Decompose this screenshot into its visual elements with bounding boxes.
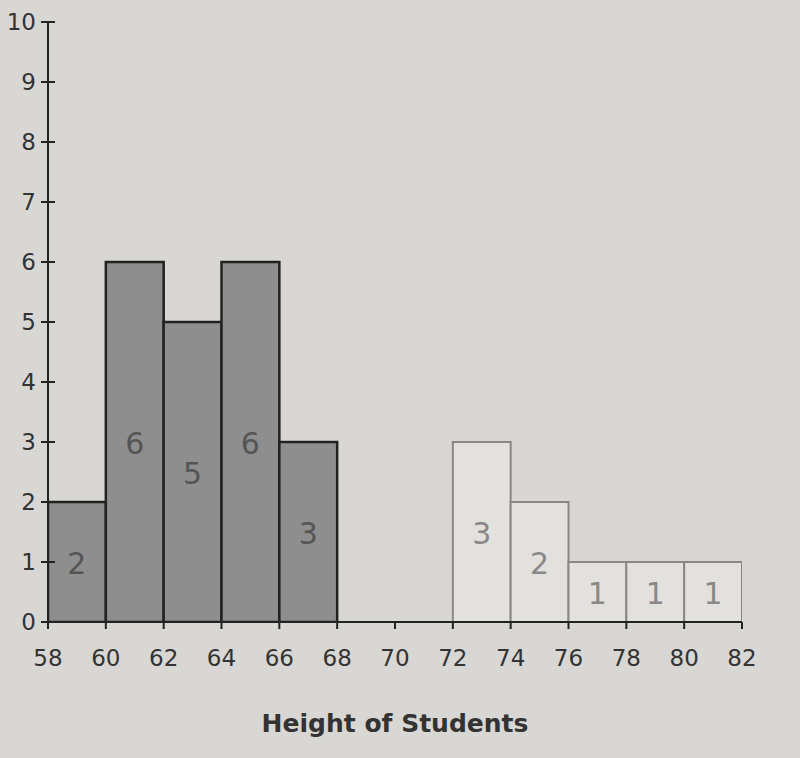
x-tick — [568, 622, 570, 629]
bar — [279, 442, 337, 622]
x-tick — [163, 622, 165, 629]
x-tick — [394, 622, 396, 629]
y-tick-label: 2 — [21, 489, 36, 515]
x-tick — [47, 622, 49, 629]
x-axis-label: Height of Students — [262, 709, 529, 738]
data-label: 6 — [125, 426, 144, 461]
data-label: 1 — [646, 576, 665, 611]
bar — [222, 262, 280, 622]
data-label: 2 — [67, 546, 86, 581]
x-tick-label: 62 — [149, 645, 178, 671]
y-tick — [41, 261, 55, 263]
bar — [511, 502, 569, 622]
y-tick-label: 1 — [21, 549, 36, 575]
y-tick-label: 4 — [21, 369, 36, 395]
x-tick — [336, 622, 338, 629]
y-tick-label: 5 — [21, 309, 36, 335]
x-tick-label: 78 — [612, 645, 641, 671]
y-tick — [41, 381, 55, 383]
x-tick-label: 80 — [670, 645, 699, 671]
bar — [684, 562, 742, 622]
x-tick-label: 70 — [380, 645, 409, 671]
x-tick — [105, 622, 107, 629]
x-tick-label: 58 — [33, 645, 62, 671]
bar — [106, 262, 164, 622]
bar — [569, 562, 627, 622]
x-tick-label: 66 — [265, 645, 294, 671]
x-tick-label: 68 — [323, 645, 352, 671]
y-tick — [41, 141, 55, 143]
data-label: 3 — [299, 516, 318, 551]
x-tick-label: 76 — [554, 645, 583, 671]
y-tick-label: 8 — [21, 129, 36, 155]
axes: 01234567891058606264666870727476788082 — [7, 9, 757, 671]
y-tick — [41, 501, 55, 503]
x-tick — [625, 622, 627, 629]
x-tick-label: 72 — [438, 645, 467, 671]
y-tick-label: 10 — [7, 9, 36, 35]
data-label: 2 — [530, 546, 549, 581]
bar — [48, 502, 106, 622]
data-label: 1 — [588, 576, 607, 611]
y-tick-label: 3 — [21, 429, 36, 455]
bars — [48, 262, 742, 622]
bar — [453, 442, 511, 622]
x-tick-label: 74 — [496, 645, 525, 671]
x-tick-label: 82 — [727, 645, 756, 671]
x-tick — [278, 622, 280, 629]
chart: 2656332111012345678910586062646668707274… — [0, 0, 800, 758]
y-tick-label: 6 — [21, 249, 36, 275]
x-tick — [452, 622, 454, 629]
x-tick-label: 64 — [207, 645, 236, 671]
data-label: 6 — [241, 426, 260, 461]
x-tick — [221, 622, 223, 629]
bar — [164, 322, 222, 622]
x-tick — [683, 622, 685, 629]
y-tick-label: 9 — [21, 69, 36, 95]
data-label: 5 — [183, 456, 202, 491]
y-tick — [41, 21, 55, 23]
x-tick — [510, 622, 512, 629]
y-tick — [41, 441, 55, 443]
bar — [626, 562, 684, 622]
data-label: 1 — [704, 576, 723, 611]
y-tick — [41, 201, 55, 203]
y-tick-label: 7 — [21, 189, 36, 215]
y-tick — [41, 81, 55, 83]
y-tick-label: 0 — [21, 609, 36, 635]
y-tick — [41, 561, 55, 563]
data-label: 3 — [472, 516, 491, 551]
x-tick-label: 60 — [91, 645, 120, 671]
x-tick — [741, 622, 743, 629]
y-tick — [41, 321, 55, 323]
data-labels: 2 6 5 6 3 3 2 1 1 1 — [67, 426, 722, 611]
